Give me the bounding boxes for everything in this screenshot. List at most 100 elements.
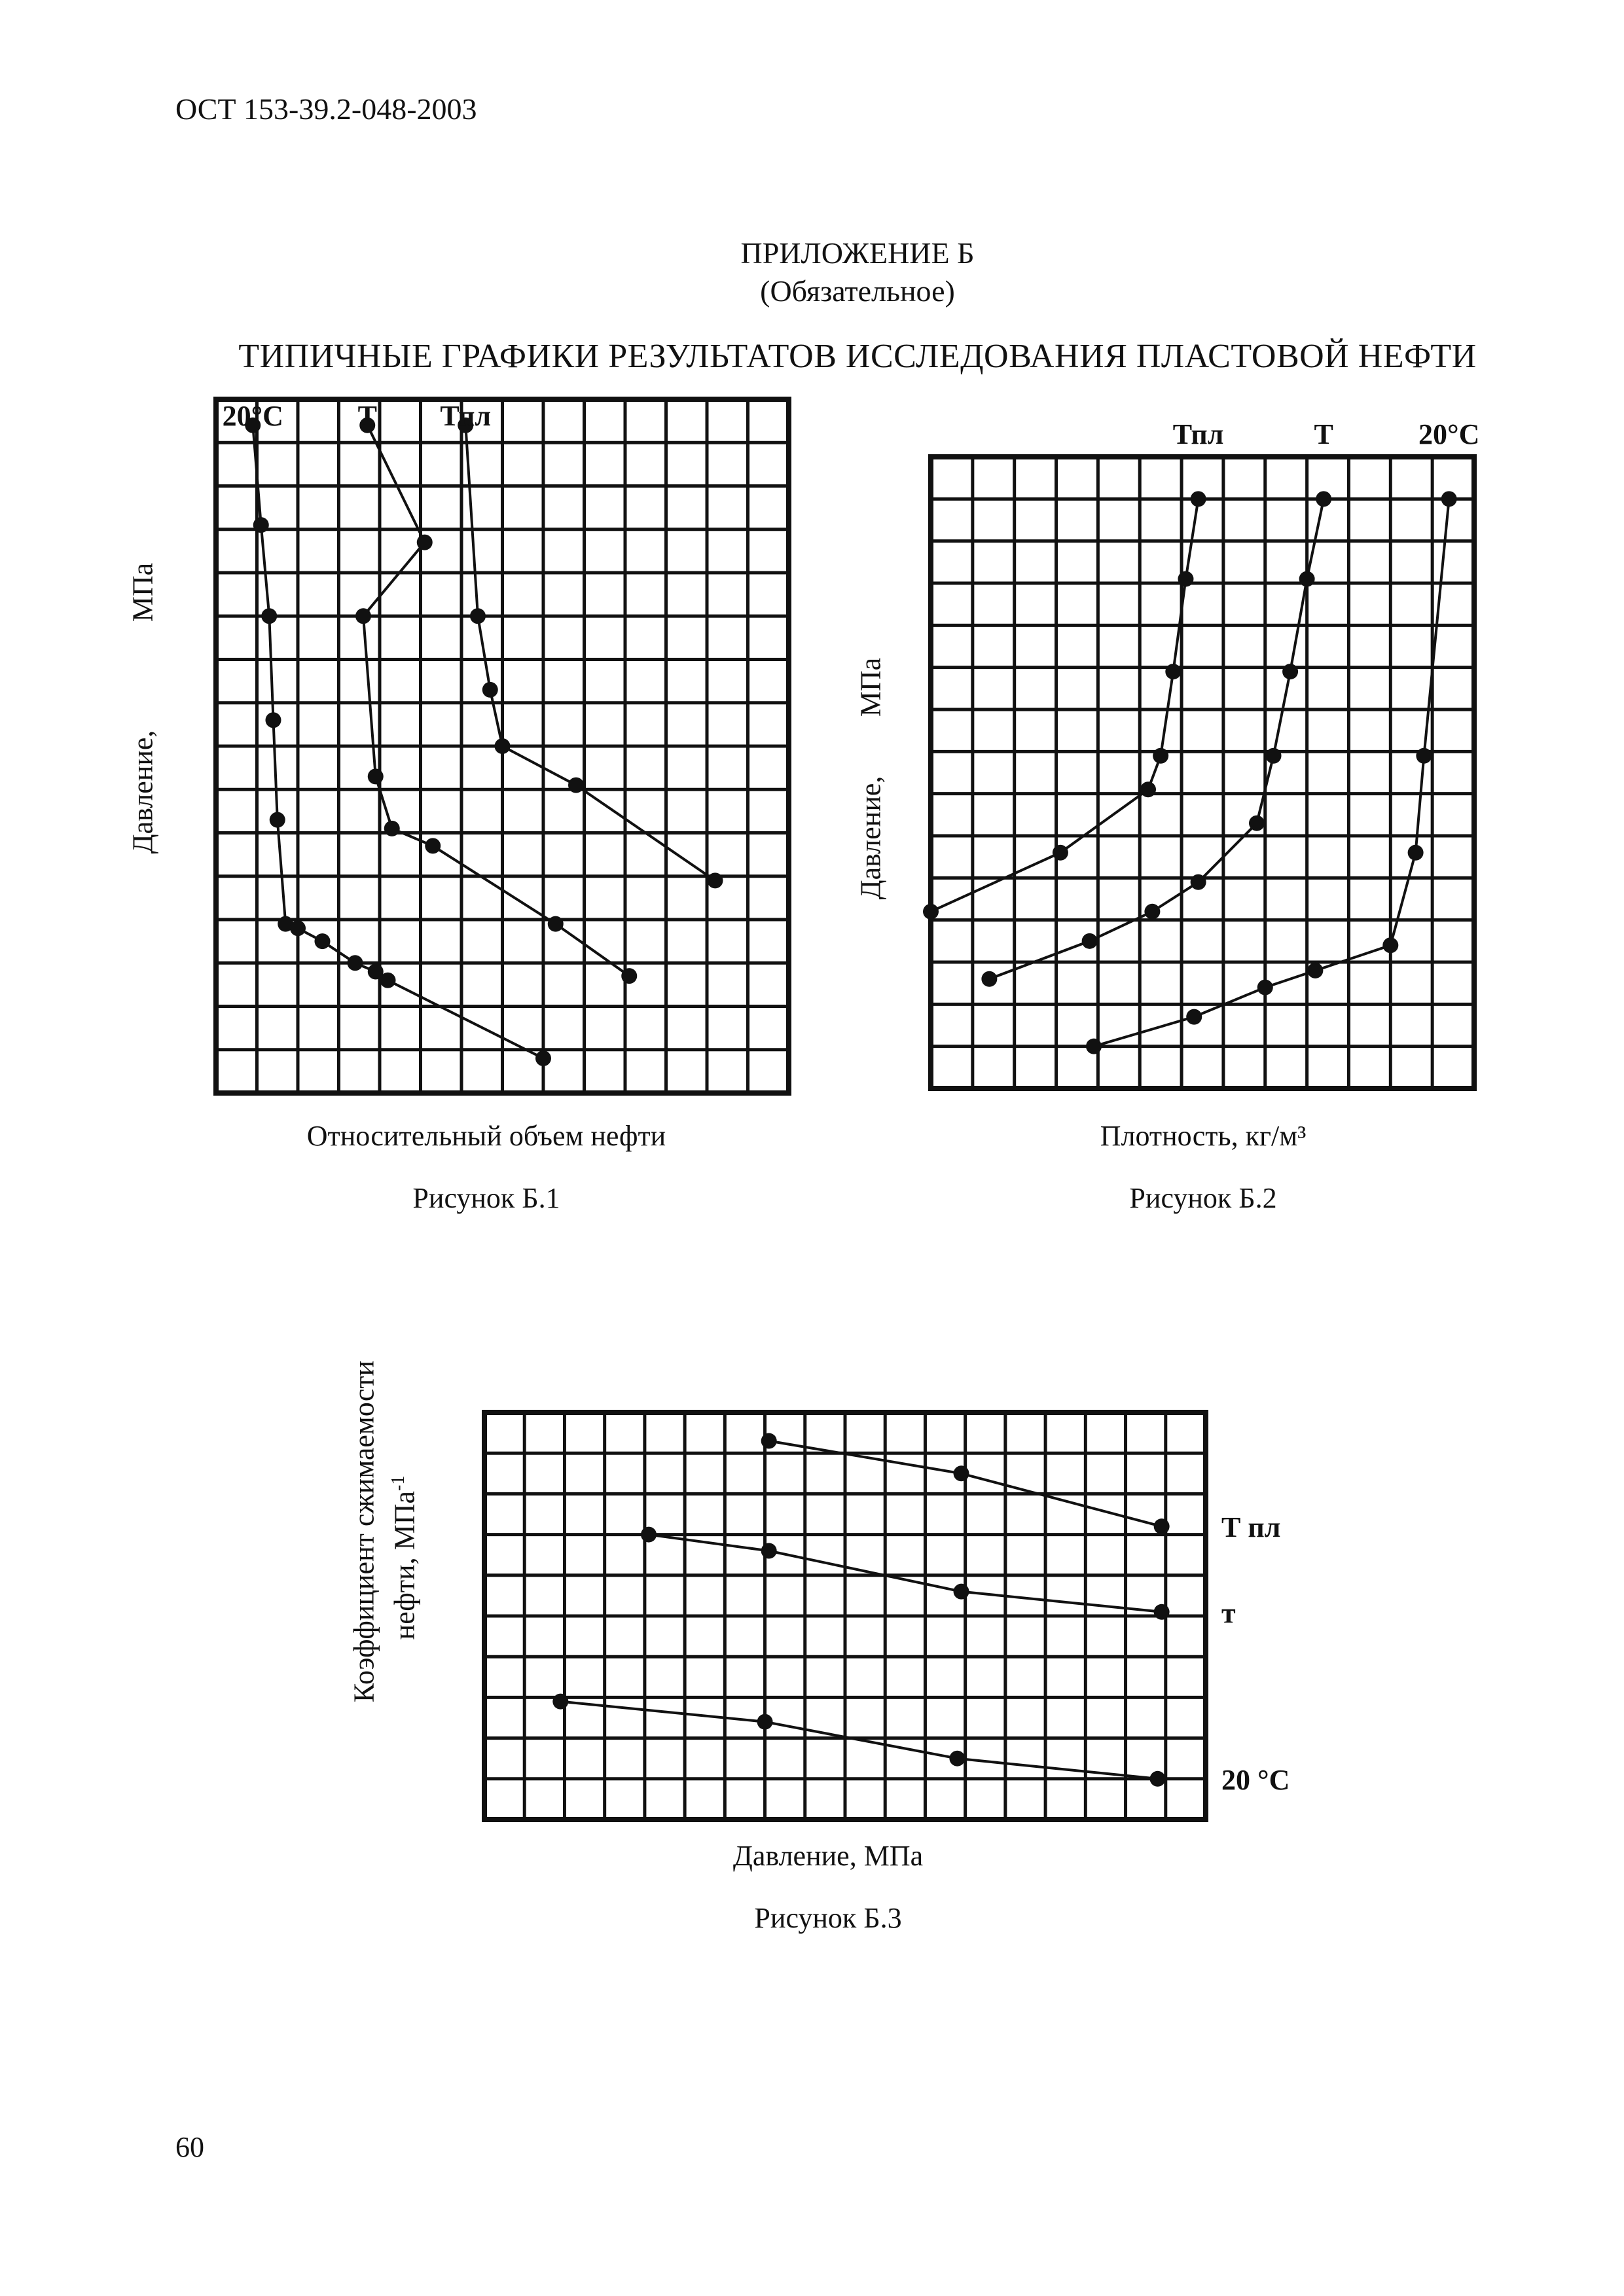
main-title: ТИПИЧНЫЕ ГРАФИКИ РЕЗУЛЬТАТОВ ИССЛЕДОВАНИ… xyxy=(238,338,1477,375)
fig1-series-2-point-2 xyxy=(482,681,498,698)
fig1-series-1-point-6 xyxy=(547,916,564,932)
fig1-series-1-point-5 xyxy=(425,838,441,854)
fig2-series-0-point-2 xyxy=(1165,664,1182,680)
fig3-series-2-point-2 xyxy=(949,1750,965,1767)
fig1-series-1-point-0 xyxy=(359,417,376,433)
fig2-series-0-point-5 xyxy=(1052,844,1068,861)
fig2-series-1-point-5 xyxy=(1190,874,1206,890)
fig1-series-1-label: Т xyxy=(358,400,377,432)
fig1-series-0-point-5 xyxy=(278,916,294,932)
fig3-series-1-label: т xyxy=(1221,1597,1236,1629)
fig3-series-2-label: 20 °C xyxy=(1221,1764,1290,1796)
fig3-ylabel-sup: -1 xyxy=(388,1475,408,1491)
fig2-series-2-point-3 xyxy=(1382,937,1399,954)
fig1-series-0-label: 20°C xyxy=(223,400,283,432)
fig1-series-1-point-3 xyxy=(367,768,384,785)
fig1-series-0-line xyxy=(251,425,544,1060)
fig1-series-0-point-6 xyxy=(290,920,306,937)
fig2-xlabel: Плотность, кг/м³ xyxy=(1100,1120,1307,1152)
fig1-series-2-point-3 xyxy=(494,738,511,754)
fig2-series-2-label: 20°C xyxy=(1418,418,1479,450)
fig3-series-0-line xyxy=(768,1439,1163,1528)
fig3-series-0-point-2 xyxy=(1153,1518,1170,1535)
fig2-series-0-point-6 xyxy=(923,903,939,920)
document-code: ОСТ 153-39.2-048-2003 xyxy=(175,92,477,126)
fig2-series-0-point-0 xyxy=(1190,491,1206,507)
fig2-series-0-point-4 xyxy=(1140,781,1156,798)
fig2-series-2-point-6 xyxy=(1186,1009,1202,1025)
fig1-caption: Рисунок Б.1 xyxy=(412,1182,560,1214)
fig2-series-0-point-1 xyxy=(1178,571,1194,587)
fig1-ylabel-left: Давление, xyxy=(126,730,159,854)
fig3-plot-frame xyxy=(482,1410,1208,1822)
fig3-series-2-line xyxy=(560,1700,1158,1780)
fig3-series-2-point-3 xyxy=(1149,1770,1166,1787)
fig2-series-1-point-2 xyxy=(1282,664,1299,680)
fig3-series-0-label: Т пл xyxy=(1221,1511,1280,1543)
fig2-series-2-point-0 xyxy=(1441,491,1457,507)
fig2-series-1-point-7 xyxy=(1081,933,1098,949)
fig3-series-2-point-0 xyxy=(552,1693,569,1710)
fig1-series-1-point-4 xyxy=(384,820,400,836)
fig3-xlabel: Давление, МПа xyxy=(732,1840,924,1872)
fig1-series-2-label: Тпл xyxy=(440,400,491,432)
fig2-caption: Рисунок Б.2 xyxy=(1129,1182,1277,1214)
fig1-series-0-point-2 xyxy=(261,608,278,624)
fig1-series-0-point-10 xyxy=(380,972,396,988)
fig2-plot-frame xyxy=(928,454,1477,1091)
fig1-series-1-point-1 xyxy=(416,534,433,550)
fig1-ylabel-right: МПа xyxy=(126,562,159,622)
fig2-series-1-label: Т xyxy=(1314,418,1333,450)
fig2-series-0-line xyxy=(930,498,1200,913)
fig2-series-2-point-5 xyxy=(1257,979,1273,996)
fig2-series-1-point-4 xyxy=(1249,815,1265,831)
fig1-plot-frame xyxy=(213,397,791,1096)
fig2-series-0-label: Тпл xyxy=(1173,418,1224,450)
fig2-ylabel-left: Давление, xyxy=(854,776,887,900)
fig1-series-2-point-5 xyxy=(707,872,723,889)
fig1-series-1-point-7 xyxy=(621,968,638,984)
fig3-series-1-point-0 xyxy=(641,1526,657,1543)
fig1-series-2-point-0 xyxy=(458,417,474,433)
fig2-series-1-point-6 xyxy=(1144,903,1161,920)
appendix-subtitle: (Обязательное) xyxy=(760,274,955,308)
fig2-series-2-point-7 xyxy=(1086,1038,1102,1054)
page-number: 60 xyxy=(175,2131,204,2163)
fig1-series-0-point-9 xyxy=(367,963,384,980)
fig1-series-0-point-11 xyxy=(535,1050,551,1066)
fig3-caption: Рисунок Б.3 xyxy=(754,1902,902,1934)
fig1-series-1-point-2 xyxy=(355,608,371,624)
fig1-series-0-point-8 xyxy=(347,955,363,971)
fig2-series-2-point-4 xyxy=(1307,962,1324,978)
fig3-series-0-point-0 xyxy=(761,1433,777,1449)
fig2-series-2-point-1 xyxy=(1416,747,1432,764)
fig3-series-2-point-1 xyxy=(757,1713,773,1730)
fig1-series-0-point-3 xyxy=(265,712,281,728)
fig3-series-1-line xyxy=(648,1533,1162,1613)
fig2-series-2-line xyxy=(1093,499,1451,1048)
fig1-xlabel: Относительный объем нефти xyxy=(306,1120,666,1152)
fig2-series-1-point-0 xyxy=(1316,491,1332,507)
fig2-series-1-point-3 xyxy=(1265,747,1282,764)
fig1-series-1-line xyxy=(361,424,630,977)
fig2-series-2-point-2 xyxy=(1407,844,1424,861)
fig3-series-1-point-1 xyxy=(761,1543,777,1559)
fig1-series-0-point-1 xyxy=(253,517,269,533)
fig1-series-0-point-0 xyxy=(245,417,261,433)
fig3-series-1-point-2 xyxy=(953,1583,969,1600)
fig3-ylabel-line2: нефти, МПа-1 xyxy=(388,1475,421,1640)
fig1-series-2-line xyxy=(464,425,716,882)
fig2-ylabel-right: МПа xyxy=(854,657,887,717)
fig2-series-1-point-1 xyxy=(1299,571,1315,587)
fig3-series-0-point-1 xyxy=(953,1465,969,1482)
fig3-series-1-point-3 xyxy=(1153,1604,1170,1620)
appendix-title: ПРИЛОЖЕНИЕ Б xyxy=(740,236,975,270)
fig2-series-1-point-8 xyxy=(981,971,998,987)
fig1-series-2-point-1 xyxy=(470,608,486,624)
fig1-series-0-point-4 xyxy=(269,812,285,828)
fig2-series-0-point-3 xyxy=(1153,747,1169,764)
fig3-ylabel-line1: Коэффициент сжимаемости xyxy=(348,1360,380,1703)
fig1-series-0-point-7 xyxy=(314,933,331,950)
fig2-series-1-line xyxy=(988,498,1326,980)
fig1-series-2-point-4 xyxy=(568,777,584,793)
